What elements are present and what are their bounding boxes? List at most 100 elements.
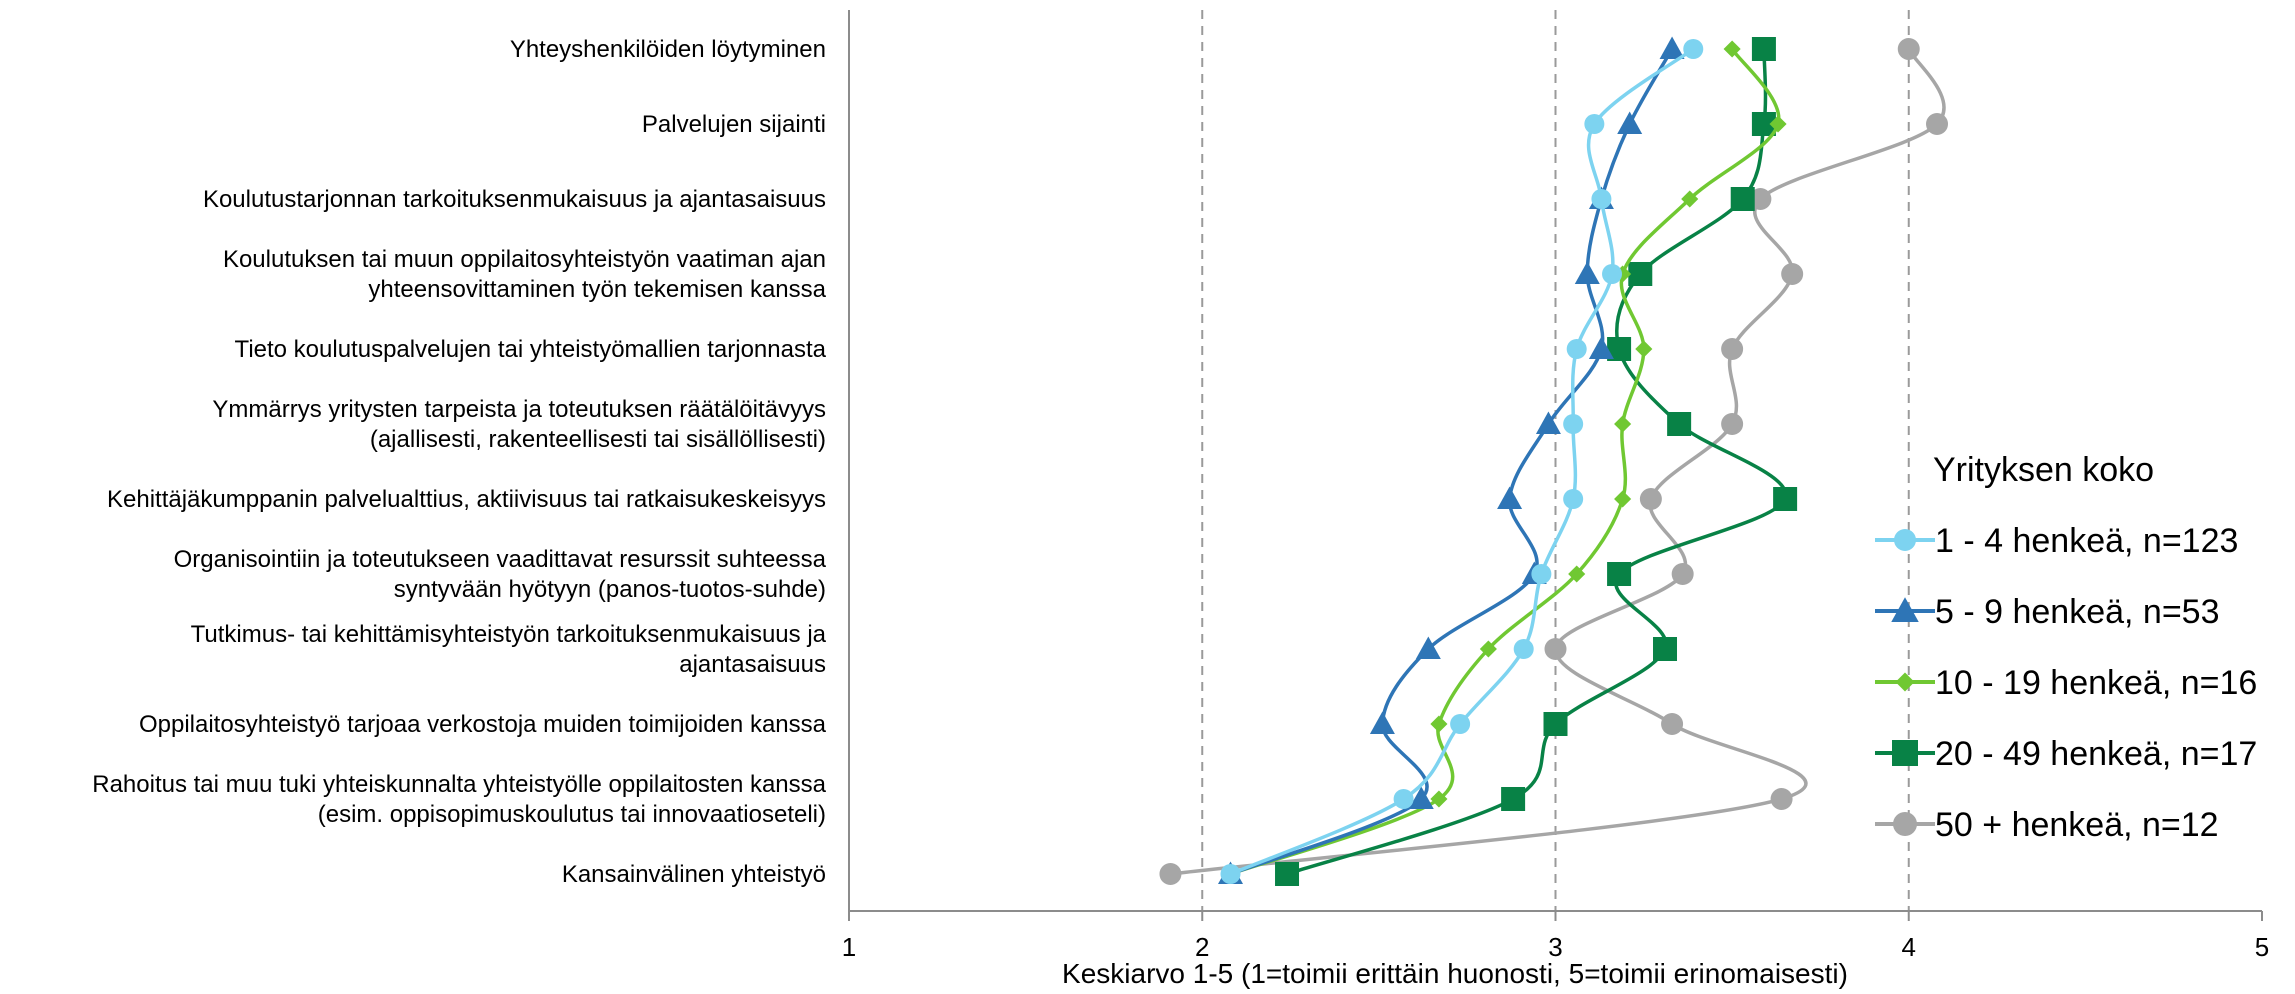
data-point xyxy=(1661,713,1684,735)
legend-item: 10 - 19 henkeä, n=16 xyxy=(1875,664,2257,702)
series-line xyxy=(1229,47,1781,876)
category-label: Ymmärrys yritysten tarpeista ja toteutuk… xyxy=(212,396,826,423)
data-point xyxy=(1681,190,1699,208)
data-point xyxy=(1607,562,1632,586)
category-label: ajantasaisuus xyxy=(679,651,826,678)
series-2 xyxy=(1218,36,1685,884)
data-point xyxy=(1415,636,1441,659)
category-label: Kehittäjäkumppanin palvelualttius, aktii… xyxy=(107,486,826,513)
data-point xyxy=(1450,714,1471,734)
data-point xyxy=(1659,36,1685,59)
data-point xyxy=(1531,564,1552,584)
data-point xyxy=(1635,340,1653,358)
data-point xyxy=(1393,789,1414,809)
data-point xyxy=(1591,189,1612,209)
data-point xyxy=(1369,711,1395,734)
data-point xyxy=(1721,413,1744,435)
data-point xyxy=(1667,412,1692,436)
data-point xyxy=(1501,787,1526,811)
legend: Yrityksen koko 1 - 4 henkeä, n=123 5 - 9 … xyxy=(1875,451,2257,844)
data-point xyxy=(1584,114,1605,134)
category-label: (ajallisesti, rakenteellisesti tai sisäl… xyxy=(370,426,826,453)
legend-marker xyxy=(1894,529,1916,551)
data-point xyxy=(1574,261,1600,284)
data-point xyxy=(1769,115,1787,133)
legend-marker xyxy=(1891,597,1919,622)
category-label: syntyvään hyötyyn (panos-tuotos-suhde) xyxy=(394,576,826,603)
data-point xyxy=(1563,414,1584,434)
category-labels: Yhteyshenkilöiden löytyminen Palvelujen s… xyxy=(92,36,826,888)
data-point xyxy=(1639,488,1662,510)
data-point xyxy=(1220,864,1241,884)
data-point xyxy=(1588,336,1614,359)
series-line xyxy=(1229,47,1695,876)
data-point xyxy=(1628,262,1653,286)
data-point xyxy=(1543,712,1568,736)
category-label: Kansainvälinen yhteistyö xyxy=(562,861,826,888)
x-axis-title: Keskiarvo 1-5 (1=toimii erittäin huonost… xyxy=(1062,958,1848,989)
x-tick-label: 4 xyxy=(1902,932,1916,962)
x-tick-label: 5 xyxy=(2255,932,2269,962)
x-tick-label: 3 xyxy=(1548,932,1562,962)
data-point xyxy=(1749,188,1772,210)
data-point xyxy=(1897,38,1920,60)
data-point xyxy=(1926,113,1949,135)
data-point xyxy=(1563,489,1584,509)
series-line xyxy=(1286,48,1788,876)
legend-marker xyxy=(1895,672,1915,692)
series-1 xyxy=(1220,39,1704,884)
data-point xyxy=(1683,39,1704,59)
legend-label: 1 - 4 henkeä, n=123 xyxy=(1935,522,2238,560)
data-point xyxy=(1723,40,1741,58)
data-point xyxy=(1479,640,1497,658)
data-point xyxy=(1721,338,1744,360)
data-point xyxy=(1614,415,1632,433)
category-label: Oppilaitosyhteistyö tarjoaa verkostoja m… xyxy=(139,711,827,738)
data-point xyxy=(1773,487,1798,511)
category-label: Koulutustarjonnan tarkoituksenmukaisuus … xyxy=(203,186,826,213)
data-point xyxy=(1781,263,1804,285)
legend-label: 50 + henkeä, n=12 xyxy=(1935,806,2219,844)
data-point xyxy=(1430,790,1448,808)
data-point xyxy=(1617,111,1643,134)
category-label: Organisointiin ja toteutukseen vaadittav… xyxy=(174,546,827,573)
legend-title: Yrityksen koko xyxy=(1933,451,2154,489)
legend-label: 5 - 9 henkeä, n=53 xyxy=(1935,593,2220,631)
data-point xyxy=(1653,637,1678,661)
data-point xyxy=(1730,187,1755,211)
series-lines xyxy=(1159,36,1949,886)
data-point xyxy=(1513,639,1534,659)
legend-label: 20 - 49 henkeä, n=17 xyxy=(1935,735,2257,773)
data-point xyxy=(1602,264,1623,284)
category-label: yhteensovittaminen työn tekemisen kanssa xyxy=(368,276,826,303)
data-point xyxy=(1671,563,1694,585)
category-label: Tutkimus- tai kehittämisyhteistyön tarko… xyxy=(191,621,827,648)
data-point xyxy=(1275,862,1300,886)
data-point xyxy=(1159,863,1182,885)
category-label: Rahoitus tai muu tuki yhteiskunnalta yht… xyxy=(92,771,826,798)
category-label: Tieto koulutuspalvelujen tai yhteistyöma… xyxy=(235,336,827,363)
data-point xyxy=(1544,638,1567,660)
x-tick-label: 1 xyxy=(842,932,856,962)
legend-item: 20 - 49 henkeä, n=17 xyxy=(1875,735,2257,773)
x-tick-labels: 1 2 3 4 5 xyxy=(842,932,2269,962)
data-point xyxy=(1408,786,1434,809)
legend-marker xyxy=(1893,812,1917,836)
series-4 xyxy=(1275,37,1798,886)
series-line xyxy=(1229,48,1674,876)
legend-item: 5 - 9 henkeä, n=53 xyxy=(1875,593,2220,631)
data-point xyxy=(1497,486,1523,509)
category-label: (esim. oppisopimuskoulutus tai innovaati… xyxy=(318,801,826,828)
data-point xyxy=(1770,788,1793,810)
data-point xyxy=(1566,339,1587,359)
series-5 xyxy=(1159,38,1949,885)
legend-label: 10 - 19 henkeä, n=16 xyxy=(1935,664,2257,702)
series-3 xyxy=(1221,40,1787,883)
data-point xyxy=(1535,411,1561,434)
data-point xyxy=(1568,565,1586,583)
category-label: Yhteyshenkilöiden löytyminen xyxy=(510,36,826,63)
x-tick-label: 2 xyxy=(1195,932,1209,962)
legend-item: 50 + henkeä, n=12 xyxy=(1875,806,2219,844)
data-point xyxy=(1751,37,1776,61)
